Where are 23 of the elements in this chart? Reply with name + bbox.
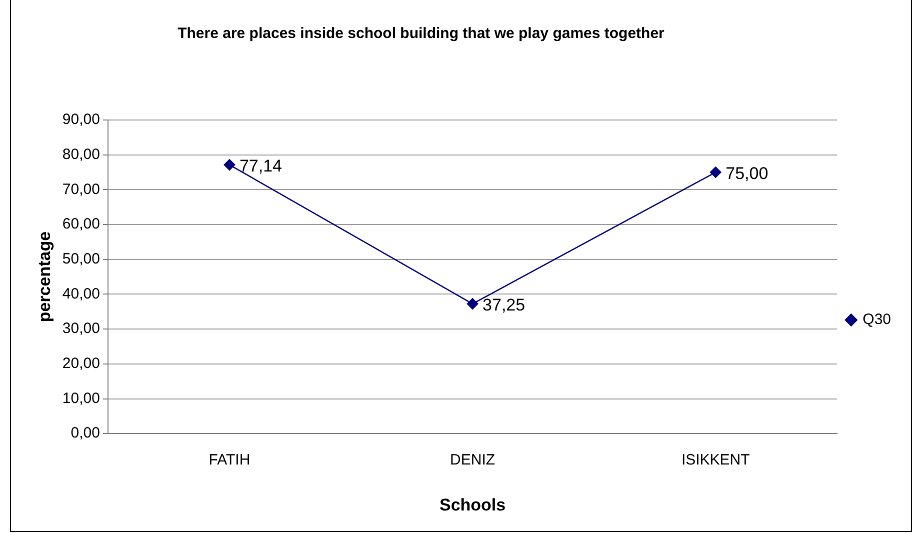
data-label: 37,25 [482, 295, 526, 314]
y-tick-label: 50,00 [62, 250, 100, 268]
y-tick-label: 10,00 [62, 390, 100, 407]
y-tick-label: 80,00 [62, 146, 100, 163]
y-tick-label: 40,00 [62, 285, 100, 302]
y-tick-label: 20,00 [62, 355, 100, 372]
y-tick-label: 30,00 [62, 320, 100, 338]
legend-label: Q30 [862, 311, 892, 328]
x-tick-label: ISIKKENT [681, 452, 750, 469]
x-tick-label: DENIZ [450, 452, 496, 469]
y-tick-label: 90,00 [62, 111, 100, 128]
y-axis-title: percentage [34, 231, 54, 322]
y-tick-label: 0,00 [70, 424, 100, 442]
point [710, 166, 722, 178]
point [466, 298, 478, 310]
y-tick-label: 70,00 [62, 180, 100, 198]
chart-title: There are places inside school building that we play games together [176, 24, 666, 44]
y-tick-label: 60,00 [62, 216, 100, 233]
data-label: 75,00 [726, 164, 768, 183]
x-axis-title: Schools [439, 495, 506, 514]
point [224, 159, 236, 170]
data-label: 77,14 [239, 156, 282, 176]
x-tick-label: FATIH [208, 452, 250, 469]
